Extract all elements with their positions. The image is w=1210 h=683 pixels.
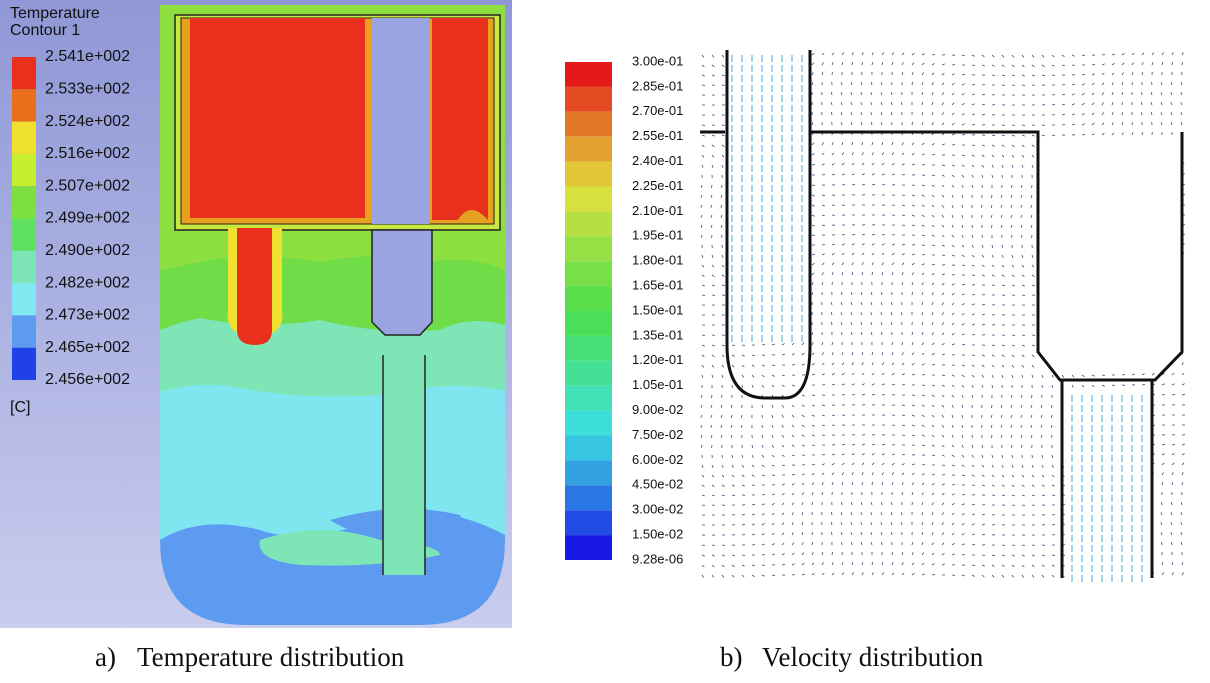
legend-swatch — [565, 485, 612, 510]
legend-label: 9.28e-06 — [632, 551, 683, 566]
legend-swatch — [565, 261, 612, 286]
legend-swatch — [565, 361, 612, 386]
legend-label: 1.20e-01 — [632, 352, 683, 367]
legend-label: 3.00e-01 — [632, 53, 683, 68]
legend-swatch — [565, 112, 612, 137]
legend-label: 2.499e+002 — [45, 210, 130, 227]
legend-label: 1.35e-01 — [632, 327, 683, 342]
legend-label: 1.50e-02 — [632, 527, 683, 542]
legend-label: 2.533e+002 — [45, 81, 130, 98]
legend-label: 2.55e-01 — [632, 128, 683, 143]
legend-swatch — [565, 411, 612, 436]
legend-swatch — [12, 283, 36, 315]
legend-label: 2.524e+002 — [45, 113, 130, 130]
legend-swatch — [12, 186, 36, 218]
legend-swatch — [12, 154, 36, 186]
legend-label: 2.25e-01 — [632, 178, 683, 193]
legend-title: Temperature — [10, 5, 100, 22]
velocity-legend: 3.00e-01 2.85e-01 2.70e-01 2.55e-01 2.40e-01… — [565, 53, 683, 566]
caption: Temperature distribution — [137, 642, 405, 672]
velocity-panel: 3.00e-01 2.85e-01 2.70e-01 2.55e-01 2.40e-01… — [565, 50, 1185, 582]
legend-swatch — [565, 187, 612, 212]
legend-swatch — [565, 336, 612, 361]
legend-label: 7.50e-02 — [632, 427, 683, 442]
legend-label: 1.50e-01 — [632, 302, 683, 317]
legend-swatch — [12, 89, 36, 121]
legend-swatch — [565, 311, 612, 336]
legend-label: 2.40e-01 — [632, 153, 683, 168]
legend-swatch — [565, 62, 612, 87]
legend-swatch — [565, 386, 612, 411]
legend-unit: [C] — [10, 399, 30, 416]
legend-title: Contour 1 — [10, 22, 80, 39]
legend-swatch — [565, 460, 612, 485]
legend-label: 2.482e+002 — [45, 274, 130, 291]
legend-label: 2.507e+002 — [45, 177, 130, 194]
legend-label: 1.80e-01 — [632, 253, 683, 268]
legend-label: 2.465e+002 — [45, 339, 130, 356]
legend-label: 1.65e-01 — [632, 278, 683, 293]
legend-swatch — [565, 535, 612, 560]
legend-label: 2.70e-01 — [632, 103, 683, 118]
figure: TemperatureContour 1 2.541e+002 2.533e+002… — [0, 0, 1210, 678]
caption: Velocity distribution — [762, 642, 984, 672]
legend-label: 2.490e+002 — [45, 242, 130, 259]
legend-label: 2.516e+002 — [45, 145, 130, 162]
legend-swatch — [565, 87, 612, 112]
legend-swatch — [565, 510, 612, 535]
legend-label: 9.00e-02 — [632, 402, 683, 417]
legend-label: 2.456e+002 — [45, 371, 130, 388]
legend-label: 1.05e-01 — [632, 377, 683, 392]
legend-label: 1.95e-01 — [632, 228, 683, 243]
legend-swatch — [12, 57, 36, 89]
caption-marker: a) — [95, 642, 116, 672]
legend-label: 6.00e-02 — [632, 452, 683, 467]
legend-swatch — [12, 251, 36, 283]
legend-swatch — [565, 162, 612, 187]
legend-swatch — [565, 137, 612, 162]
legend-swatch — [12, 315, 36, 347]
legend-label: 2.10e-01 — [632, 203, 683, 218]
legend-swatch — [565, 236, 612, 261]
legend-swatch — [565, 286, 612, 311]
legend-swatch — [565, 436, 612, 461]
legend-swatch — [12, 219, 36, 251]
legend-label: 2.541e+002 — [45, 48, 130, 65]
caption-marker: b) — [720, 642, 743, 672]
legend-label: 4.50e-02 — [632, 477, 683, 492]
legend-swatch — [12, 122, 36, 154]
legend-swatch — [12, 348, 36, 380]
legend-label: 2.85e-01 — [632, 78, 683, 93]
legend-label: 2.473e+002 — [45, 307, 130, 324]
legend-label: 3.00e-02 — [632, 502, 683, 517]
legend-swatch — [565, 211, 612, 236]
